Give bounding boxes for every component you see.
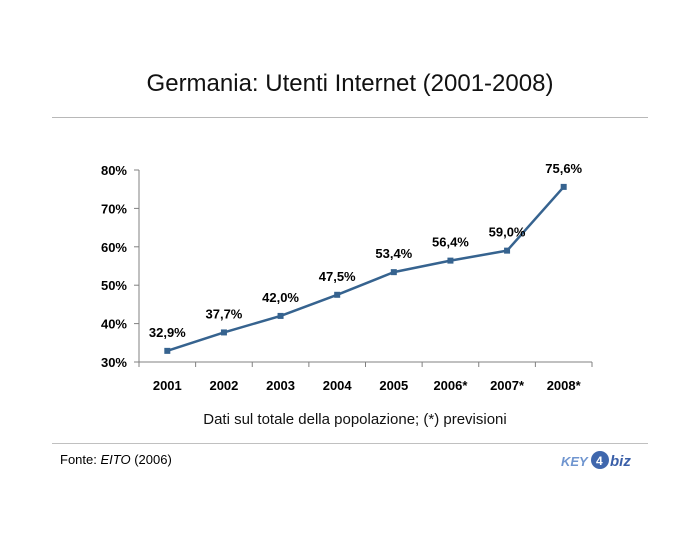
- y-tick-label: 40%: [101, 317, 127, 332]
- data-point: [560, 183, 567, 190]
- data-point: [504, 247, 511, 254]
- x-tick-label: 2001: [153, 378, 182, 393]
- data-label: 75,6%: [545, 161, 582, 176]
- data-label: 53,4%: [375, 246, 412, 261]
- data-label: 59,0%: [489, 225, 526, 240]
- data-label: 42,0%: [262, 290, 299, 305]
- x-tick-label: 2006*: [433, 378, 468, 393]
- source-note: Fonte: EITO (2006): [60, 452, 172, 467]
- data-label: 56,4%: [432, 235, 469, 250]
- y-tick-label: 60%: [101, 240, 127, 255]
- svg-text:4: 4: [596, 454, 603, 468]
- y-tick-label: 70%: [101, 201, 127, 216]
- data-point: [447, 257, 454, 264]
- data-point: [220, 329, 227, 336]
- source-name: EITO: [100, 452, 131, 467]
- y-tick-label: 80%: [101, 163, 127, 178]
- x-tick-label: 2004: [323, 378, 353, 393]
- x-tick-label: 2002: [209, 378, 238, 393]
- series-line: [166, 186, 565, 353]
- data-point: [334, 291, 341, 298]
- svg-text:KEY: KEY: [561, 454, 589, 469]
- y-tick-label: 50%: [101, 278, 127, 293]
- data-point: [164, 347, 171, 354]
- source-prefix: Fonte:: [60, 452, 101, 467]
- data-point: [390, 269, 397, 276]
- top-divider: [52, 117, 648, 118]
- source-suffix: (2006): [130, 452, 172, 467]
- x-tick-label: 2007*: [490, 378, 525, 393]
- bottom-divider: [52, 443, 648, 444]
- x-tick-label: 2003: [266, 378, 295, 393]
- svg-text:biz: biz: [610, 453, 631, 470]
- chart-caption: Dati sul totale della popolazione; (*) p…: [203, 411, 507, 428]
- chart-title: Germania: Utenti Internet (2001-2008): [146, 70, 554, 97]
- data-label: 32,9%: [149, 325, 186, 340]
- y-tick-label: 30%: [101, 355, 127, 370]
- data-label: 37,7%: [206, 306, 243, 321]
- data-point: [277, 312, 284, 319]
- x-tick-label: 2008*: [547, 378, 582, 393]
- x-tick-label: 2005: [379, 378, 408, 393]
- key4biz-logo: KEY 4 biz: [561, 451, 631, 470]
- data-label: 47,5%: [319, 269, 356, 284]
